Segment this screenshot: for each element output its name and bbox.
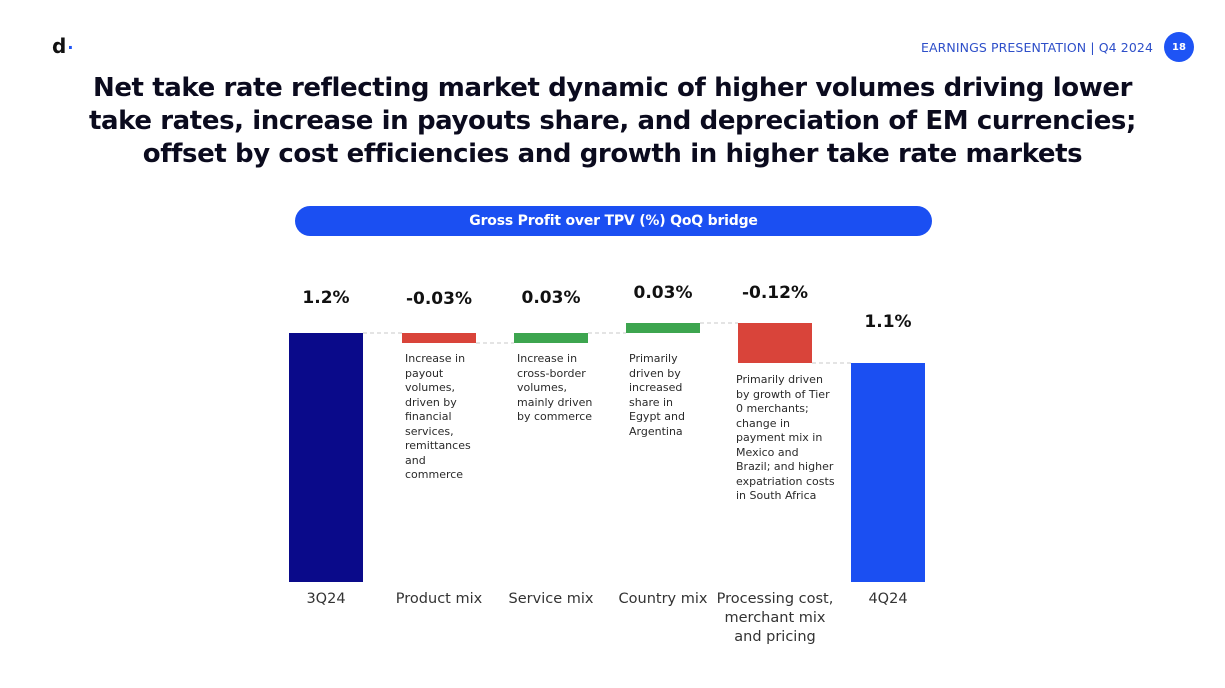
chart-title: Gross Profit over TPV (%) QoQ bridge [295,206,932,236]
bar-service-mix [514,333,588,343]
bar-country-mix [626,323,700,333]
category-label-3q24: 3Q24 [306,591,346,607]
logo-letter: d [52,34,67,58]
slide-headline: Net take rate reflecting market dynamic … [88,73,1137,169]
value-label-country-mix: 0.03% [633,283,693,303]
note-product-mix: Increase in payout volumes, driven by fi… [405,352,471,481]
note-service-mix: Increase in cross-border volumes, mainly… [517,352,593,423]
category-label-4q24: 4Q24 [868,591,908,607]
value-label-3q24: 1.2% [302,288,350,308]
bar-processing-cost-merchant-mix-and-pricing [738,323,812,363]
value-label-processing-cost-merchant-mix-and-pricing: -0.12% [741,283,809,303]
value-label-4q24: 1.1% [864,312,912,332]
bar-4q24 [851,363,925,582]
note-country-mix: Primarily driven by increased share in E… [629,352,685,438]
bar-product-mix [402,333,476,343]
page-number-badge: 18 [1164,32,1194,62]
category-label-processing-cost-merchant-mix-and-pricing: Processing cost, merchant mix and pricin… [716,591,834,645]
note-processing-cost-merchant-mix-and-pricing: Primarily driven by growth of Tier 0 mer… [736,373,835,502]
category-label-country-mix: Country mix [618,591,708,607]
logo-dot: · [67,38,74,57]
value-label-product-mix: -0.03% [405,289,473,309]
category-label-product-mix: Product mix [395,591,483,607]
bar-3q24 [289,333,363,582]
presentation-title: EARNINGS PRESENTATION | Q4 2024 [920,40,1153,55]
company-logo: d· [52,36,73,58]
value-label-service-mix: 0.03% [521,288,581,308]
category-label-service-mix: Service mix [508,591,594,607]
